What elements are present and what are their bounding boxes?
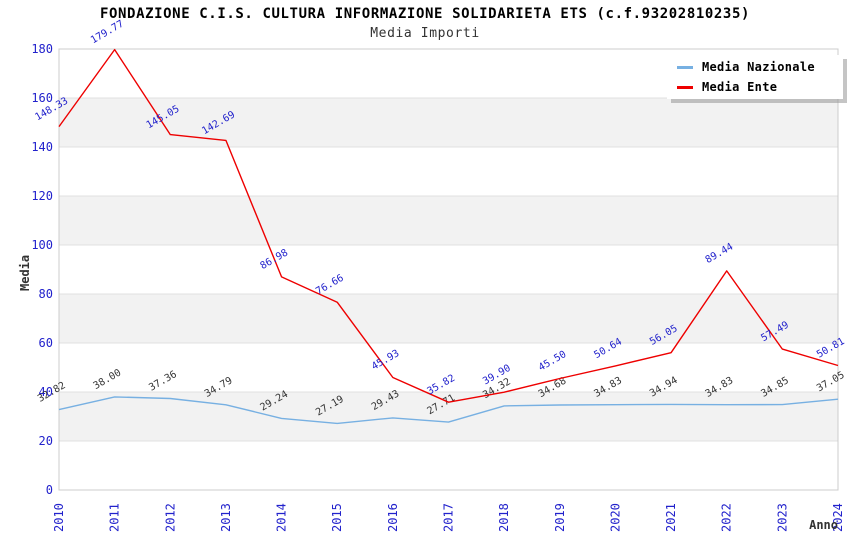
blue-line-marker-icon (677, 65, 693, 69)
svg-text:140: 140 (31, 140, 53, 154)
svg-text:2018: 2018 (497, 503, 511, 532)
svg-text:20: 20 (39, 434, 53, 448)
svg-text:45.50: 45.50 (537, 349, 569, 374)
svg-text:2017: 2017 (442, 503, 456, 532)
svg-text:80: 80 (39, 287, 53, 301)
chart-title: FONDAZIONE C.I.S. CULTURA INFORMAZIONE S… (99, 6, 751, 22)
y-axis-title: Media (18, 254, 32, 291)
svg-text:180: 180 (31, 42, 53, 56)
svg-text:37.36: 37.36 (147, 369, 179, 394)
svg-text:2012: 2012 (163, 503, 177, 532)
svg-text:0: 0 (46, 483, 53, 497)
svg-text:2021: 2021 (664, 503, 678, 532)
svg-text:2010: 2010 (52, 503, 66, 532)
svg-text:2015: 2015 (330, 503, 344, 532)
legend-label-media-ente: Media Ente (702, 80, 778, 94)
svg-text:2019: 2019 (553, 503, 567, 532)
svg-text:2013: 2013 (219, 503, 233, 532)
svg-text:60: 60 (39, 336, 53, 350)
svg-text:38.00: 38.00 (92, 367, 124, 392)
svg-text:100: 100 (31, 238, 53, 252)
svg-text:160: 160 (31, 91, 53, 105)
svg-text:2022: 2022 (720, 503, 734, 532)
svg-text:2020: 2020 (608, 503, 622, 532)
red-line-marker-icon (677, 85, 693, 89)
svg-text:120: 120 (31, 189, 53, 203)
legend-label-media-nazionale: Media Nazionale (702, 60, 815, 74)
legend-item-media-nazionale: Media Nazionale (677, 60, 843, 74)
svg-text:37.05: 37.05 (815, 370, 847, 395)
legend: Media Nazionale Media Ente (667, 55, 843, 99)
svg-text:86.98: 86.98 (259, 247, 291, 272)
legend-item-media-ente: Media Ente (677, 80, 843, 94)
chart-subtitle: Media Importi (370, 26, 480, 41)
svg-text:2024: 2024 (831, 503, 845, 532)
svg-text:2014: 2014 (275, 503, 289, 532)
svg-text:2011: 2011 (108, 503, 122, 532)
svg-text:2016: 2016 (386, 503, 400, 532)
x-axis-title: Anno (809, 518, 838, 532)
svg-text:40: 40 (39, 385, 53, 399)
svg-text:2023: 2023 (775, 503, 789, 532)
